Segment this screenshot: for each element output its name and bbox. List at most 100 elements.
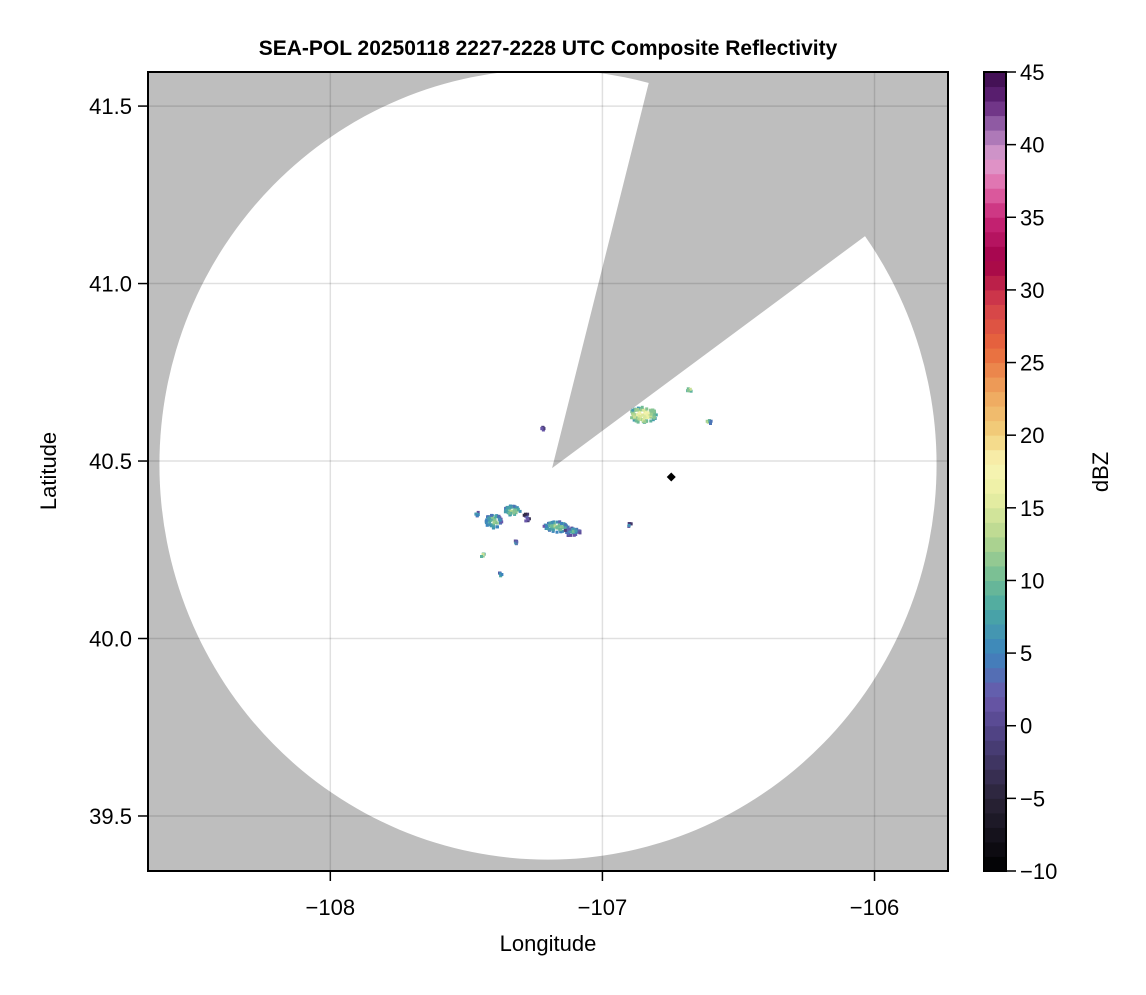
colorbar-tick-label: 30: [1020, 278, 1044, 303]
colorbar-tick-label: 15: [1020, 496, 1044, 521]
colorbar-band: [984, 856, 1006, 872]
echo-pixel: [643, 420, 647, 424]
echo-pixel: [640, 405, 644, 409]
echo-pixel: [649, 419, 653, 423]
echo-pixel: [654, 413, 658, 417]
echo-pixel: [688, 387, 692, 391]
colorbar-band: [984, 696, 1006, 712]
echo-pixel: [642, 418, 646, 422]
colorbar-band: [984, 711, 1006, 727]
colorbar: −10 −5 0 5 10 15 20 25 30 35 40 45: [983, 60, 1057, 884]
echo-pixel: [641, 413, 645, 417]
echo-pixel: [507, 511, 511, 515]
echo-pixel: [558, 520, 562, 524]
echo-pixel: [574, 529, 578, 533]
echo-pixel: [636, 420, 640, 424]
echo-pixel: [516, 507, 520, 511]
echo-pixel: [565, 531, 569, 534]
colorbar-band: [984, 202, 1006, 218]
colorbar-band: [984, 783, 1006, 799]
echo-pixel: [503, 510, 507, 514]
colorbar-band: [984, 682, 1006, 698]
echo-pixel: [633, 415, 636, 419]
colorbar-band: [984, 246, 1006, 262]
echo-pixel: [649, 409, 653, 413]
echo-cell: [686, 387, 693, 393]
echo-pixel: [545, 524, 548, 528]
echo-pixel: [637, 411, 641, 415]
colorbar-band: [984, 115, 1006, 131]
colorbar-band: [984, 318, 1006, 334]
colorbar-band: [984, 536, 1006, 552]
colorbar-label: dBZ: [1088, 452, 1113, 492]
echo-pixel: [555, 520, 559, 524]
echo-pixel: [686, 389, 690, 392]
x-tick-label: −107: [578, 895, 628, 920]
echo-pixel: [630, 416, 634, 420]
y-tick-label: 41.0: [89, 272, 132, 297]
colorbar-band: [984, 304, 1006, 320]
echo-pixel: [631, 413, 635, 417]
colorbar-tick-label: −10: [1020, 859, 1057, 884]
colorbar-band: [984, 507, 1006, 523]
echo-pixel: [475, 514, 479, 518]
echo-pixel: [651, 408, 655, 412]
colorbar-tick-label: −5: [1020, 786, 1045, 811]
echo-pixel: [643, 413, 647, 417]
echo-pixel: [643, 415, 647, 419]
echo-pixel: [649, 415, 653, 419]
echo-pixel: [500, 520, 504, 524]
echo-pixel: [563, 528, 567, 532]
echo-pixel: [508, 505, 512, 509]
echo-pixel: [709, 422, 712, 425]
echo-pixel: [551, 528, 555, 532]
echo-pixel: [497, 517, 501, 521]
colorbar-band: [984, 565, 1006, 581]
echo-pixel: [548, 527, 552, 531]
colorbar-band: [984, 798, 1006, 814]
echo-pixel: [652, 410, 656, 414]
colorbar-tick-label: 10: [1020, 568, 1044, 593]
echo-pixel: [566, 525, 570, 529]
echo-pixel: [490, 517, 494, 521]
echo-cell: [503, 504, 522, 517]
echo-pixel: [512, 509, 516, 513]
echo-pixel: [652, 416, 656, 420]
colorbar-tick-label: 0: [1020, 714, 1032, 739]
echo-pixel: [485, 523, 489, 527]
x-axis: −108 −107 −106: [306, 871, 899, 920]
echo-pixel: [490, 513, 493, 517]
colorbar-band: [984, 667, 1006, 683]
echo-pixel: [561, 529, 565, 533]
y-axis: 39.5 40.0 40.5 41.0 41.5: [89, 94, 148, 829]
echo-pixel: [551, 526, 555, 529]
colorbar-frame: [983, 71, 1007, 872]
echo-pixel: [497, 515, 500, 519]
echo-pixel: [488, 520, 492, 524]
echo-pixel: [572, 533, 576, 537]
colorbar-band: [984, 144, 1006, 160]
echo-pixel: [492, 518, 496, 522]
echo-pixel: [487, 523, 491, 527]
colorbar-band: [984, 420, 1006, 436]
echo-pixel: [642, 416, 646, 420]
colorbar-band: [984, 188, 1006, 204]
colorbar-band: [984, 812, 1006, 828]
colorbar-band: [984, 130, 1006, 146]
echo-pixel: [487, 516, 491, 520]
echo-pixel: [485, 518, 489, 522]
echo-pixel: [505, 505, 509, 509]
echo-pixel: [552, 522, 556, 526]
colorbar-tick-label: 35: [1020, 205, 1044, 230]
colorbar-band: [984, 624, 1006, 640]
echo-pixel: [547, 524, 551, 528]
echo-pixel: [634, 416, 638, 420]
echo-pixel: [636, 414, 640, 418]
colorbar-band: [984, 217, 1006, 233]
echo-pixel: [491, 525, 495, 529]
colorbar-band: [984, 86, 1006, 102]
colorbar-band: [984, 464, 1006, 480]
plot-area: [148, 72, 948, 871]
colorbar-band: [984, 609, 1006, 625]
